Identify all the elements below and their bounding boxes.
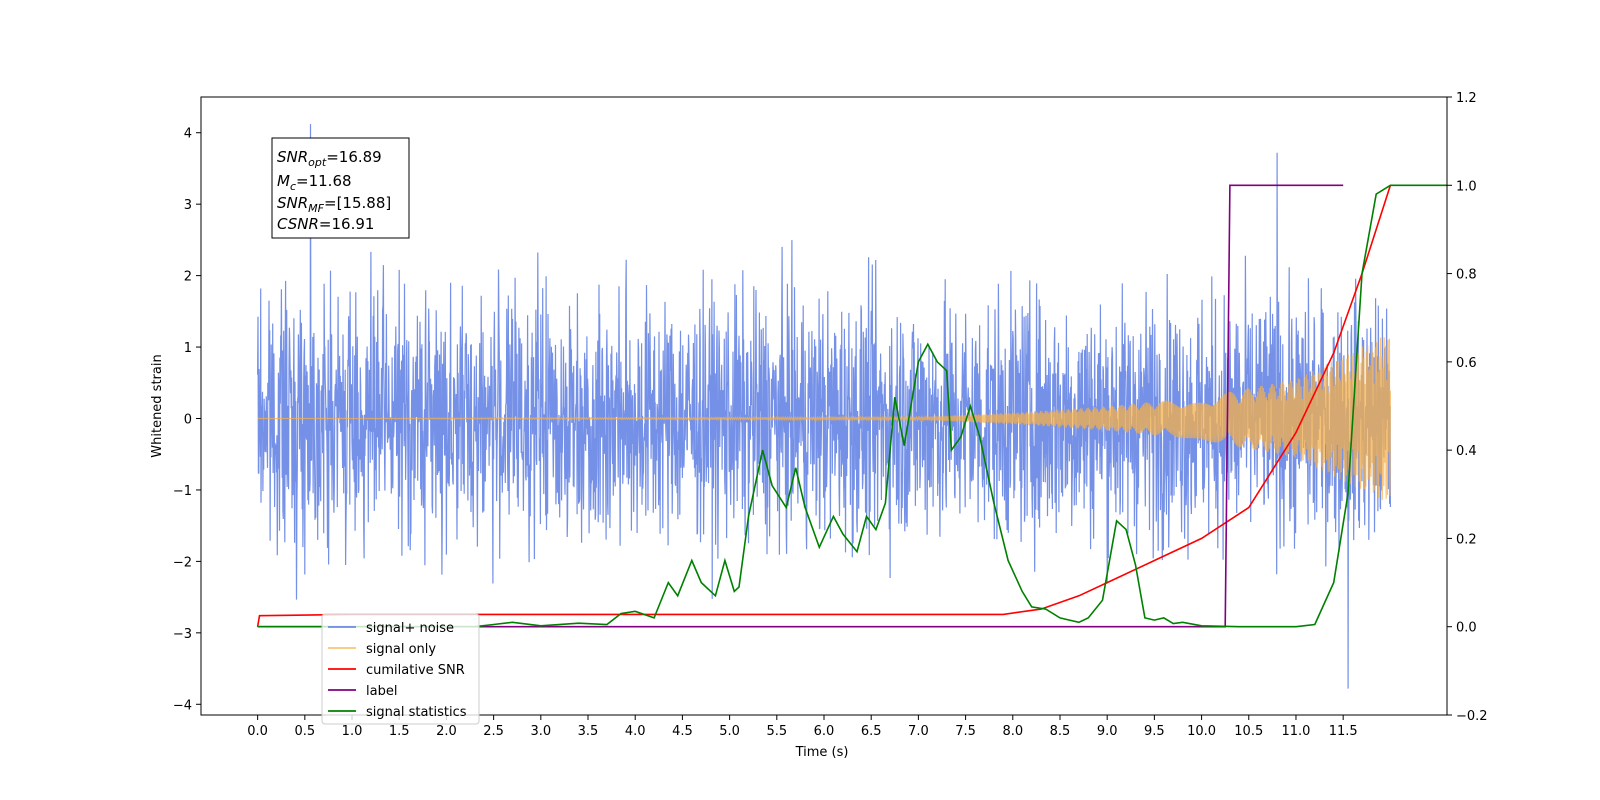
y-left-tick-label: −4 bbox=[173, 698, 192, 713]
x-tick-label: 11.0 bbox=[1281, 724, 1310, 739]
x-tick-label: 4.5 bbox=[672, 724, 693, 739]
y-right-tick-label: 0.0 bbox=[1456, 621, 1477, 636]
y-right-tick-label: −0.2 bbox=[1456, 709, 1488, 724]
x-tick-label: 7.0 bbox=[908, 724, 929, 739]
y-left-tick-label: 0 bbox=[184, 413, 192, 428]
x-tick-label: 5.5 bbox=[766, 724, 787, 739]
y-right-tick-label: 0.6 bbox=[1456, 356, 1477, 371]
x-axis: 0.0 0.5 1.0 1.5 2.0 2.5 3.0 3.5 4.0 4.5 5.0 5.5 6.0 6… bbox=[247, 715, 1358, 739]
x-axis-label: Time (s) bbox=[795, 745, 849, 760]
x-tick-label: 7.5 bbox=[955, 724, 976, 739]
legend: signal+ noise signal only cumilative SNR la… bbox=[321, 613, 480, 725]
x-tick-label: 5.0 bbox=[719, 724, 740, 739]
x-tick-label: 9.0 bbox=[1097, 724, 1118, 739]
y-left-tick-label: 4 bbox=[184, 127, 192, 142]
legend-label: cumilative SNR bbox=[366, 663, 465, 678]
y-left-tick-label: 3 bbox=[184, 198, 192, 213]
y-left-tick-label: −2 bbox=[173, 555, 192, 570]
legend-box bbox=[321, 613, 480, 725]
y-left-tick-label: −3 bbox=[173, 627, 192, 642]
x-tick-label: 0.0 bbox=[247, 724, 268, 739]
x-tick-label: 9.5 bbox=[1144, 724, 1165, 739]
y-left-tick-label: 1 bbox=[184, 341, 192, 356]
csnr-text: CSNR=16.91 bbox=[277, 215, 374, 233]
mc-text: Mc=11.68 bbox=[277, 172, 352, 193]
y-right-tick-label: 0.8 bbox=[1456, 268, 1477, 283]
y-axis-left: −4 −3 −2 −1 0 1 2 3 4 bbox=[173, 127, 201, 713]
legend-label: label bbox=[366, 684, 397, 699]
y-right-tick-label: 1.2 bbox=[1456, 91, 1477, 106]
series-line-signal-noise bbox=[257, 124, 1391, 689]
series-line-signal-statistics bbox=[257, 184, 1447, 628]
x-tick-label: 2.0 bbox=[436, 724, 457, 739]
snr-opt-text: SNRopt=16.89 bbox=[277, 148, 382, 169]
metrics-box bbox=[271, 137, 410, 239]
x-tick-label: 2.5 bbox=[483, 724, 504, 739]
x-tick-label: 11.5 bbox=[1329, 724, 1358, 739]
y-right-tick-label: 0.2 bbox=[1456, 532, 1477, 547]
x-tick-label: 6.0 bbox=[814, 724, 835, 739]
x-tick-label: 4.0 bbox=[625, 724, 646, 739]
y-right-tick-label: 1.0 bbox=[1456, 179, 1477, 194]
legend-label: signal statistics bbox=[366, 705, 467, 720]
legend-label: signal+ noise bbox=[366, 621, 454, 636]
x-tick-label: 3.5 bbox=[578, 724, 599, 739]
x-tick-label: 3.0 bbox=[530, 724, 551, 739]
x-tick-label: 0.5 bbox=[294, 724, 315, 739]
y-axis-right: −0.2 0.0 0.2 0.4 0.6 0.8 1.0 1.2 bbox=[1447, 91, 1488, 724]
snr-mf-text: SNRMF=[15.88] bbox=[277, 194, 391, 215]
y-left-tick-label: 2 bbox=[184, 270, 192, 285]
series-line-label bbox=[257, 184, 1344, 628]
legend-label: signal only bbox=[366, 642, 436, 657]
x-tick-label: 1.0 bbox=[342, 724, 363, 739]
x-tick-label: 10.5 bbox=[1234, 724, 1263, 739]
series-line-signal-only bbox=[257, 337, 1391, 500]
y-left-tick-label: −1 bbox=[173, 484, 192, 499]
x-tick-label: 8.5 bbox=[1050, 724, 1071, 739]
y-axis-label-left: Whitened strain bbox=[150, 354, 165, 457]
x-tick-label: 10.0 bbox=[1187, 724, 1216, 739]
x-tick-label: 6.5 bbox=[861, 724, 882, 739]
y-right-tick-label: 0.4 bbox=[1456, 444, 1477, 459]
x-tick-label: 8.0 bbox=[1002, 724, 1023, 739]
metrics-annotation: SNRopt=16.89 Mc=11.68 SNRMF=[15.88] CSNR… bbox=[271, 137, 410, 239]
x-tick-label: 1.5 bbox=[389, 724, 410, 739]
